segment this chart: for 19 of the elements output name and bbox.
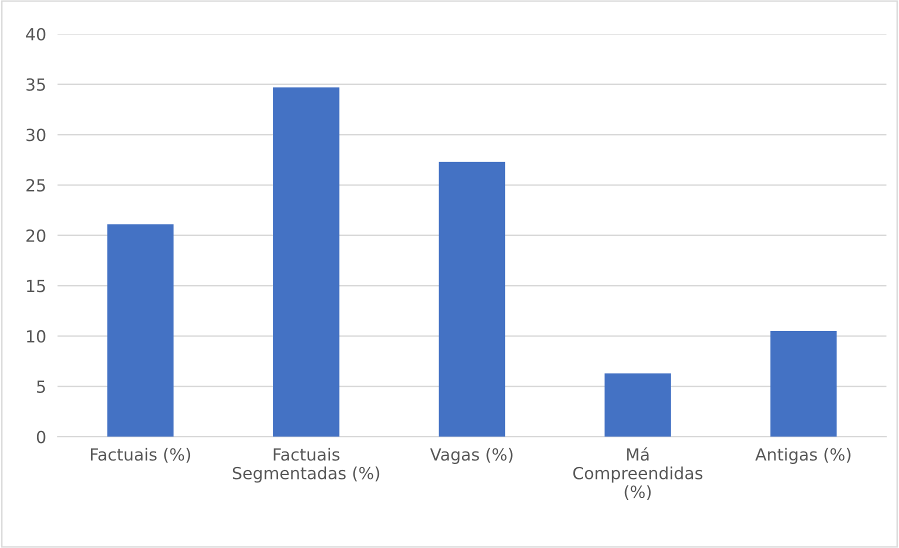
y-tick-label: 5 (37, 380, 45, 393)
y-tick-label: 15 (27, 280, 45, 292)
y-tick-label: 35 (26, 78, 45, 91)
y-tick-label: 40 (26, 28, 46, 41)
x-tick-label: Factuais Segmentadas (%) (232, 448, 380, 483)
bar (107, 224, 174, 437)
bar (604, 373, 671, 437)
y-tick-label: 20 (26, 229, 46, 242)
y-tick-label: 25 (26, 178, 45, 192)
bar (273, 87, 340, 437)
bar (438, 162, 506, 437)
x-tick-label: Factuais (%) (90, 448, 190, 463)
bar (770, 331, 837, 437)
x-tick-label: Má Compreendidas (%) (573, 447, 702, 500)
y-tick-label: 30 (26, 128, 46, 142)
y-tick-label: 10 (27, 330, 46, 343)
x-tick-label: Vagas (%) (430, 448, 513, 464)
y-tick-label: 0 (36, 430, 46, 444)
x-tick-label: Antigas (%) (755, 448, 850, 464)
